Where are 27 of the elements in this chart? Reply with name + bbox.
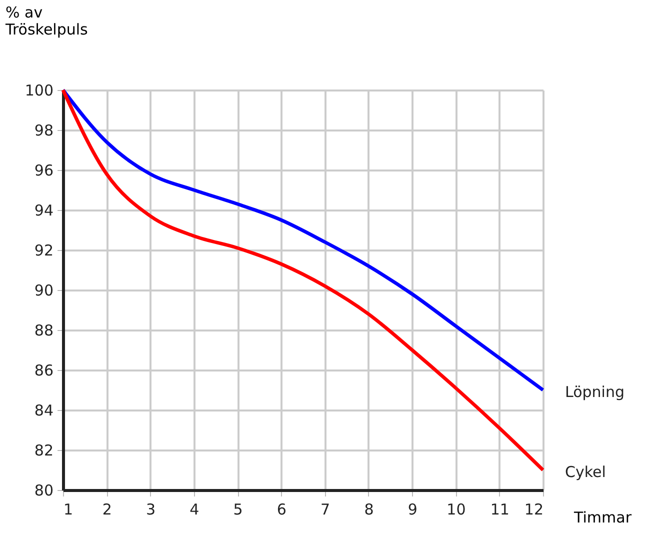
y-tick-label: 96 — [34, 162, 54, 180]
series-label: Cykel — [565, 463, 606, 481]
y-tick-label: 92 — [34, 242, 54, 260]
y-tick-label: 90 — [34, 282, 54, 300]
y-tick-label: 82 — [34, 442, 54, 460]
x-tick-label: 12 — [524, 500, 544, 518]
x-tick-label: 9 — [408, 500, 418, 518]
y-tick-label: 86 — [34, 362, 54, 380]
x-tick-label: 1 — [64, 500, 74, 518]
x-tick-label: 8 — [364, 500, 374, 518]
y-tick-label: 98 — [34, 122, 54, 140]
y-axis-title: % av Tröskelpuls — [4, 4, 88, 38]
x-tick-label: 4 — [190, 500, 200, 518]
y-tick-label: 84 — [34, 402, 54, 420]
x-tick-label: 2 — [102, 500, 112, 518]
x-tick-label: 7 — [320, 500, 330, 518]
x-tick-label: 5 — [233, 500, 243, 518]
y-tick-label: 94 — [34, 202, 54, 220]
x-tick-label: 10 — [446, 500, 466, 518]
x-tick-label: 11 — [490, 500, 510, 518]
x-tick-label: 6 — [276, 500, 286, 518]
series-label: Löpning — [565, 383, 624, 401]
x-tick-label: 3 — [146, 500, 156, 518]
y-tick-label: 80 — [34, 482, 54, 500]
x-axis-title: Timmar — [573, 508, 632, 526]
y-tick-label: 100 — [24, 82, 54, 100]
y-tick-label: 88 — [34, 322, 54, 340]
